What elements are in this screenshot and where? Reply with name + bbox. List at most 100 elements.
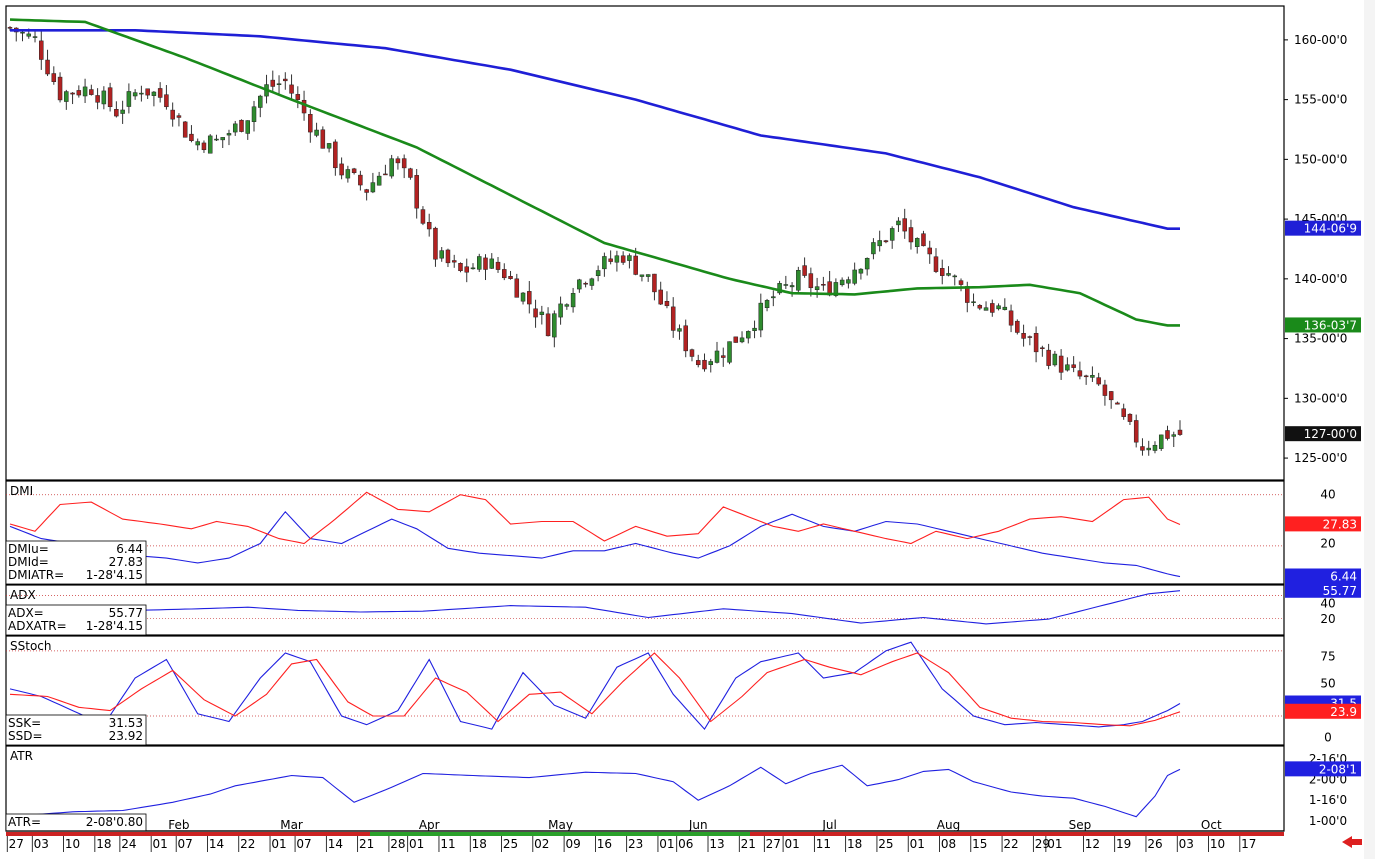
candle-body <box>714 350 720 363</box>
candle-body <box>1115 402 1120 405</box>
candle-body <box>145 88 150 96</box>
candle-body <box>564 304 570 307</box>
candle-body <box>182 121 188 138</box>
candle-body <box>908 227 914 243</box>
atr-badge: 2-08'1 <box>1319 762 1357 776</box>
candle-body <box>76 90 82 96</box>
candle-body <box>170 109 175 120</box>
candle-body <box>808 273 814 289</box>
candle-body <box>914 238 920 247</box>
candle-body <box>89 89 94 95</box>
candle-body <box>589 278 595 286</box>
sstoch-tick-label: 75 <box>1320 649 1335 663</box>
candle-body <box>314 129 319 136</box>
candle-body <box>520 292 526 302</box>
candle-body <box>839 279 845 286</box>
candle-body <box>927 247 932 255</box>
adx-readout-label: ADX= <box>8 606 44 620</box>
candle-body <box>952 275 958 278</box>
candle-body <box>26 33 32 37</box>
candle-body <box>602 256 607 270</box>
candle-body <box>114 109 119 117</box>
candle-body <box>783 284 789 286</box>
price-tick-label: 135-00'0 <box>1294 332 1347 346</box>
day-label: 01 <box>153 837 168 851</box>
candle-body <box>1133 420 1139 443</box>
candle-body <box>1121 408 1126 417</box>
candle-body <box>1090 375 1095 378</box>
candle-body <box>1096 377 1101 385</box>
sstoch-badge: 23.9 <box>1330 705 1357 719</box>
candle-body <box>326 143 332 149</box>
day-label: 09 <box>565 837 580 851</box>
atr-tick-label: 1-16'0 <box>1309 793 1347 807</box>
price-tick-label: 140-00'0 <box>1294 272 1347 286</box>
price-badge: 144-06'9 <box>1304 222 1357 236</box>
candle-body <box>1152 444 1158 451</box>
candle-body <box>614 255 620 263</box>
day-label: 03 <box>34 837 49 851</box>
day-label: 16 <box>597 837 612 851</box>
candle-body <box>639 274 645 277</box>
candle-body <box>370 182 376 193</box>
candle-body <box>846 279 851 284</box>
price-badge-bg <box>1285 317 1361 333</box>
day-label: 03 <box>1179 837 1194 851</box>
candle-body <box>245 120 251 134</box>
candle-body <box>1102 384 1108 396</box>
candle-body <box>777 283 782 294</box>
candle-body <box>645 274 651 277</box>
sstoch-readout-box <box>5 714 147 746</box>
day-label: 07 <box>296 837 311 851</box>
candle-body <box>1146 447 1151 451</box>
candle-body <box>533 308 538 318</box>
dmi-readout-label: DMIu= <box>8 542 49 556</box>
candle-body <box>1108 391 1114 401</box>
candle-body <box>1083 375 1089 378</box>
candle-body <box>708 361 713 365</box>
price-tick-label: 130-00'0 <box>1294 391 1347 405</box>
candle-body <box>20 31 25 34</box>
sstoch-readout-label: SSD= <box>8 729 43 743</box>
day-label: 18 <box>472 837 487 851</box>
candle-body <box>833 282 839 296</box>
atr-series-atr <box>9 764 1181 818</box>
candle-body <box>883 240 889 243</box>
candle-body <box>376 175 382 186</box>
candle-body <box>364 189 369 193</box>
candle-body <box>802 265 807 276</box>
candle-body <box>1021 333 1026 339</box>
candle-body <box>983 307 989 311</box>
candle-body <box>120 109 125 114</box>
atr-readout-value: 2-08'0.80 <box>86 815 143 829</box>
candle-body <box>151 91 157 96</box>
candle-body <box>1040 347 1045 349</box>
day-label: 28 <box>390 837 405 851</box>
sstoch-badge-bg <box>1285 703 1361 719</box>
candle-body <box>1046 349 1051 366</box>
month-label: May <box>548 818 573 832</box>
candle-body <box>658 289 663 305</box>
candle-body <box>414 175 419 209</box>
candle-body <box>721 355 726 358</box>
candle-body <box>502 269 507 279</box>
sstoch-readout-value: 31.53 <box>109 716 143 730</box>
candle-body <box>401 158 407 169</box>
candle-body <box>864 257 870 270</box>
candle-body <box>39 40 44 60</box>
candle-body <box>570 293 576 308</box>
candle-body <box>270 79 276 87</box>
candle-body <box>1127 413 1133 422</box>
day-label: 07 <box>178 837 193 851</box>
candle-body <box>664 300 670 307</box>
price-tick-label: 160-00'0 <box>1294 33 1347 47</box>
dmi-series-dmiu <box>9 510 1181 578</box>
candle-body <box>395 158 401 164</box>
candle-body <box>426 221 432 230</box>
candle-body <box>921 233 926 247</box>
candle-body <box>289 84 294 94</box>
candle-body <box>176 115 182 118</box>
candle-body <box>445 249 451 264</box>
candle-body <box>107 87 113 108</box>
